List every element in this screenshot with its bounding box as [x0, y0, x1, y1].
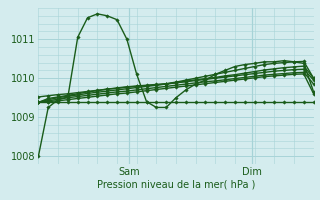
X-axis label: Pression niveau de la mer( hPa ): Pression niveau de la mer( hPa ): [97, 180, 255, 190]
